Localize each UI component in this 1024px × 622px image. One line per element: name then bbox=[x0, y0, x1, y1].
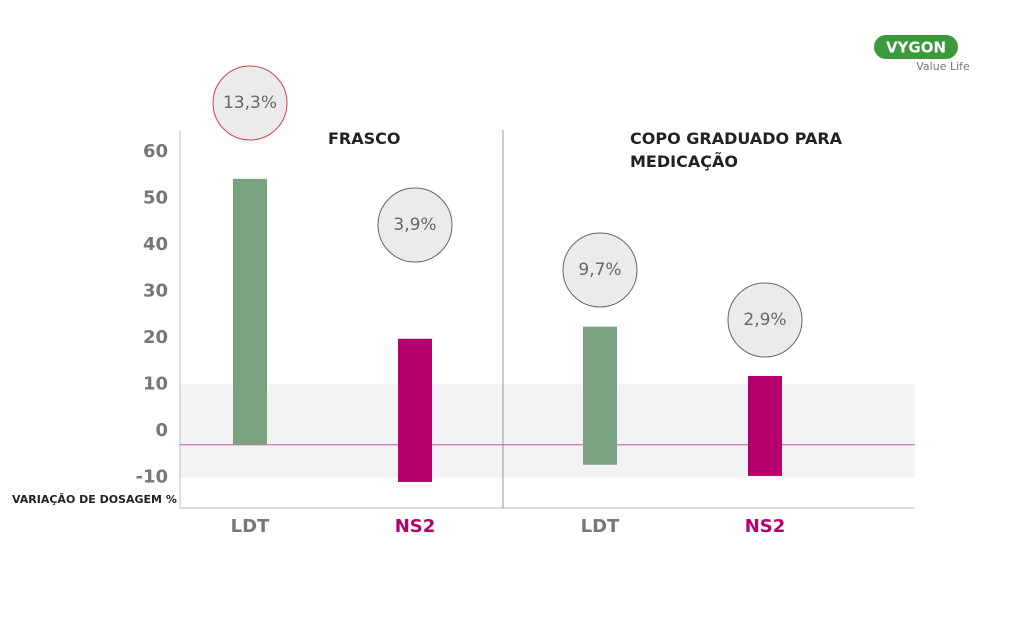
bar bbox=[583, 326, 617, 465]
y-tick-label: 0 bbox=[155, 420, 168, 441]
bar bbox=[398, 338, 432, 482]
band bbox=[180, 384, 915, 478]
group-title: FRASCO bbox=[328, 129, 401, 148]
group-title: COPO GRADUADO PARA MEDICAÇÃO bbox=[630, 129, 843, 171]
annotation-bubble bbox=[212, 65, 288, 141]
y-tick-label: 30 bbox=[143, 280, 168, 301]
y-tick-label: 50 bbox=[143, 187, 168, 208]
y-tick-label: 10 bbox=[143, 373, 168, 394]
logo-badge bbox=[874, 35, 958, 59]
x-tick-label: NS2 bbox=[395, 516, 436, 537]
y-tick-label: -10 bbox=[135, 466, 168, 487]
bar bbox=[233, 178, 267, 445]
annotation: 2,9% bbox=[743, 310, 786, 330]
x-tick-label: LDT bbox=[581, 516, 620, 537]
annotation: 3,9% bbox=[393, 215, 436, 235]
bar bbox=[748, 375, 782, 476]
x-tick-label: LDT bbox=[231, 516, 270, 537]
annotation-bubble bbox=[562, 232, 638, 308]
annotation: 13,3% bbox=[223, 93, 277, 113]
logo-brand: VYGON bbox=[886, 39, 946, 57]
x-tick-label: NS2 bbox=[745, 516, 786, 537]
logo-tagline: Value Life bbox=[916, 60, 970, 73]
y-tick-label: 40 bbox=[143, 234, 168, 255]
y-tick-label: 60 bbox=[143, 141, 168, 162]
annotation-bubble bbox=[377, 187, 453, 263]
y-tick-label: 20 bbox=[143, 327, 168, 348]
annotation-bubble bbox=[727, 282, 803, 358]
y-axis-label: VARIAÇÃO DE DOSAGEM % bbox=[12, 493, 177, 506]
annotation: 9,7% bbox=[578, 260, 621, 280]
